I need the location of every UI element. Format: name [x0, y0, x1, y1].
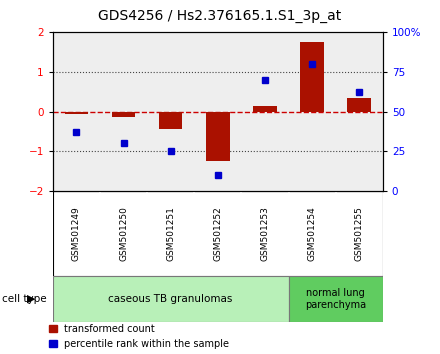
Bar	[53, 276, 289, 322]
Text: GSM501251: GSM501251	[166, 206, 175, 261]
Legend: transformed count, percentile rank within the sample: transformed count, percentile rank withi…	[49, 324, 229, 349]
Text: GSM501249: GSM501249	[72, 206, 81, 261]
Text: GSM501255: GSM501255	[355, 206, 364, 261]
Bar	[65, 112, 88, 114]
Bar	[159, 112, 183, 130]
Bar	[206, 112, 230, 161]
Text: GSM501250: GSM501250	[119, 206, 128, 261]
Text: GSM501252: GSM501252	[213, 206, 222, 261]
Bar	[300, 42, 324, 112]
Bar	[289, 276, 383, 322]
Text: normal lung
parenchyma: normal lung parenchyma	[305, 288, 366, 310]
Text: ▶: ▶	[26, 294, 35, 304]
Bar	[253, 105, 277, 112]
Text: GDS4256 / Hs2.376165.1.S1_3p_at: GDS4256 / Hs2.376165.1.S1_3p_at	[99, 9, 341, 23]
Bar	[348, 98, 371, 112]
Text: cell type: cell type	[2, 294, 47, 304]
Text: GSM501253: GSM501253	[260, 206, 269, 261]
Text: GSM501254: GSM501254	[308, 206, 317, 261]
Bar	[112, 112, 136, 118]
Text: caseous TB granulomas: caseous TB granulomas	[109, 294, 233, 304]
